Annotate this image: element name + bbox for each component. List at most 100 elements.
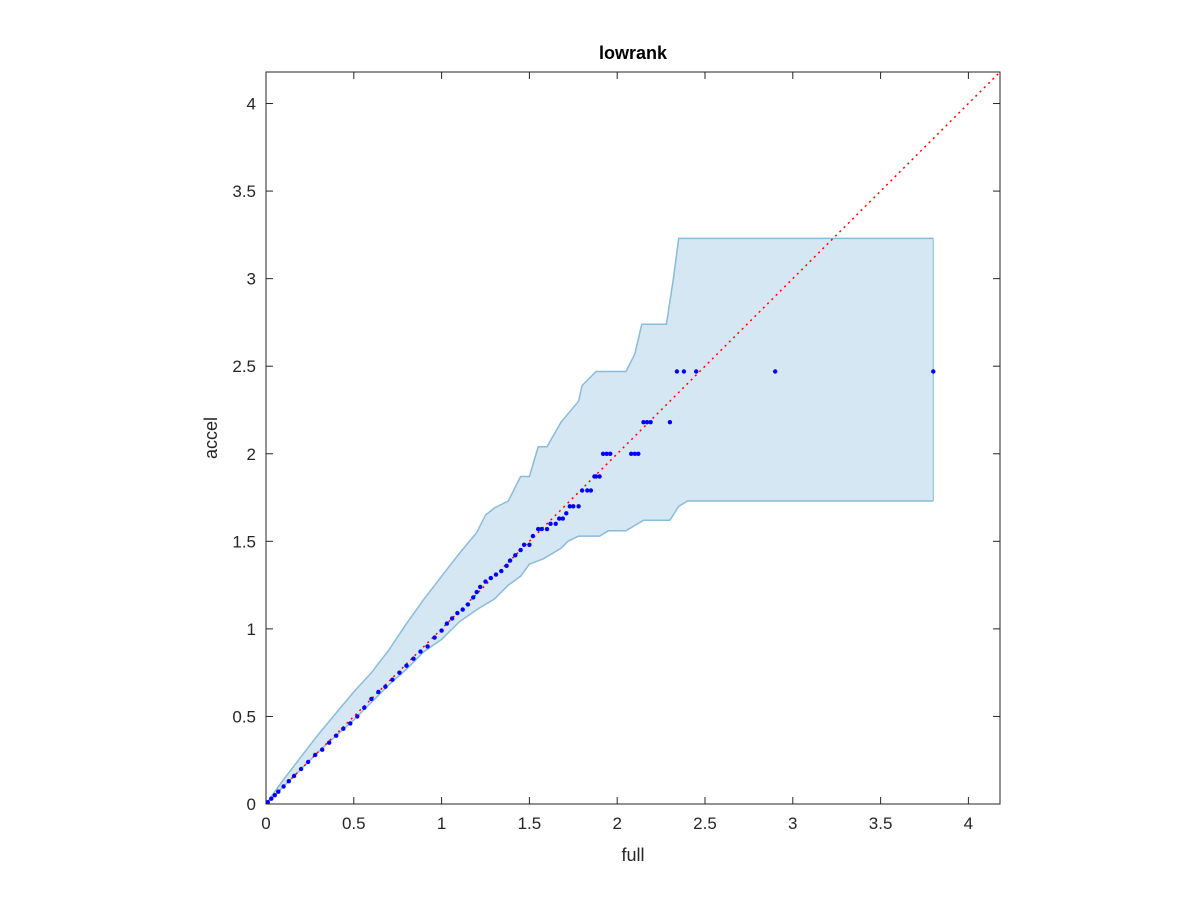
data-point bbox=[286, 779, 291, 784]
data-point bbox=[513, 553, 518, 558]
data-point bbox=[544, 526, 550, 532]
data-point bbox=[507, 558, 513, 563]
data-point bbox=[648, 420, 653, 425]
data-point bbox=[425, 644, 430, 649]
data-point bbox=[355, 714, 360, 719]
x-tick-label: 0 bbox=[261, 814, 270, 833]
data-point bbox=[600, 451, 606, 456]
x-tick-label: 2 bbox=[612, 814, 621, 833]
y-tick-label: 3.5 bbox=[232, 182, 256, 201]
y-tick-label: 0 bbox=[247, 795, 256, 814]
data-point bbox=[474, 589, 479, 595]
data-point bbox=[518, 547, 523, 553]
y-tick-label: 2.5 bbox=[232, 357, 256, 376]
data-point bbox=[483, 579, 488, 584]
data-point bbox=[376, 689, 381, 695]
data-point bbox=[478, 584, 483, 590]
data-point bbox=[449, 616, 455, 621]
x-tick-label: 4 bbox=[964, 814, 973, 833]
data-point bbox=[576, 504, 581, 509]
data-point bbox=[636, 451, 641, 456]
data-point bbox=[504, 563, 509, 568]
data-point bbox=[465, 602, 471, 607]
x-axis: 0 0.5 1 1.5 2 2.5 3 3.5 4 bbox=[261, 72, 973, 833]
data-point bbox=[585, 488, 590, 493]
data-point bbox=[588, 488, 594, 493]
x-tick-label: 3.5 bbox=[869, 814, 893, 833]
y-axis-label: accel bbox=[201, 417, 221, 459]
data-point bbox=[362, 705, 367, 710]
data-point bbox=[564, 511, 569, 516]
y-tick-label: 1.5 bbox=[232, 532, 256, 551]
data-point bbox=[557, 516, 562, 521]
data-point bbox=[560, 516, 565, 521]
data-point bbox=[281, 784, 286, 789]
data-point bbox=[681, 369, 687, 374]
data-point bbox=[539, 526, 544, 532]
data-point bbox=[432, 635, 437, 640]
x-tick-label: 2.5 bbox=[693, 814, 717, 833]
data-point bbox=[521, 542, 527, 547]
data-point bbox=[320, 747, 325, 752]
data-point bbox=[571, 504, 576, 509]
y-tick-label: 4 bbox=[247, 95, 256, 114]
data-point bbox=[604, 451, 609, 456]
data-points bbox=[265, 369, 936, 805]
data-point bbox=[674, 369, 680, 374]
data-point bbox=[383, 684, 388, 689]
data-point bbox=[548, 521, 553, 526]
data-point bbox=[629, 451, 634, 456]
band-fill bbox=[266, 238, 934, 804]
chart-title: lowrank bbox=[599, 43, 668, 63]
data-point bbox=[493, 572, 499, 577]
y-tick-label: 3 bbox=[247, 270, 256, 289]
data-point bbox=[272, 793, 277, 798]
data-point bbox=[390, 677, 395, 682]
data-point bbox=[460, 607, 465, 612]
x-axis-label: full bbox=[621, 845, 644, 865]
data-point bbox=[455, 610, 460, 616]
y-tick-label: 1 bbox=[247, 620, 256, 639]
data-point bbox=[579, 488, 585, 493]
data-point bbox=[536, 526, 541, 532]
data-point bbox=[632, 451, 637, 456]
data-point bbox=[773, 369, 778, 374]
data-point bbox=[397, 670, 402, 675]
data-point bbox=[269, 796, 274, 801]
data-point bbox=[931, 369, 936, 374]
y-tick-label: 0.5 bbox=[232, 707, 256, 726]
data-point bbox=[291, 773, 297, 779]
x-tick-label: 0.5 bbox=[342, 814, 366, 833]
data-point bbox=[411, 656, 416, 661]
data-point bbox=[444, 621, 450, 626]
data-point bbox=[305, 759, 311, 765]
data-point bbox=[334, 733, 339, 738]
data-point bbox=[553, 521, 558, 526]
data-point bbox=[439, 628, 444, 633]
data-point bbox=[327, 740, 332, 745]
x-tick-label: 1.5 bbox=[518, 814, 542, 833]
data-point bbox=[527, 542, 532, 547]
data-point bbox=[608, 451, 613, 456]
data-point bbox=[265, 800, 270, 805]
data-point bbox=[471, 595, 476, 600]
data-point bbox=[348, 721, 353, 726]
data-point bbox=[298, 766, 304, 772]
data-point bbox=[404, 663, 409, 668]
data-point bbox=[597, 474, 602, 479]
band-upper-edge bbox=[265, 237, 934, 805]
data-point bbox=[369, 696, 374, 702]
x-tick-label: 1 bbox=[437, 814, 446, 833]
data-point bbox=[313, 752, 318, 758]
y-tick-label: 2 bbox=[247, 445, 256, 464]
x-tick-label: 3 bbox=[788, 814, 797, 833]
data-point bbox=[341, 726, 346, 731]
y-axis: 0 0.5 1 1.5 2 2.5 3 3.5 4 bbox=[232, 95, 1000, 814]
data-point bbox=[667, 420, 673, 425]
data-point bbox=[530, 533, 536, 539]
data-point bbox=[276, 789, 281, 794]
data-point bbox=[488, 575, 493, 581]
plot-frame bbox=[265, 71, 1001, 805]
data-point bbox=[418, 649, 423, 654]
